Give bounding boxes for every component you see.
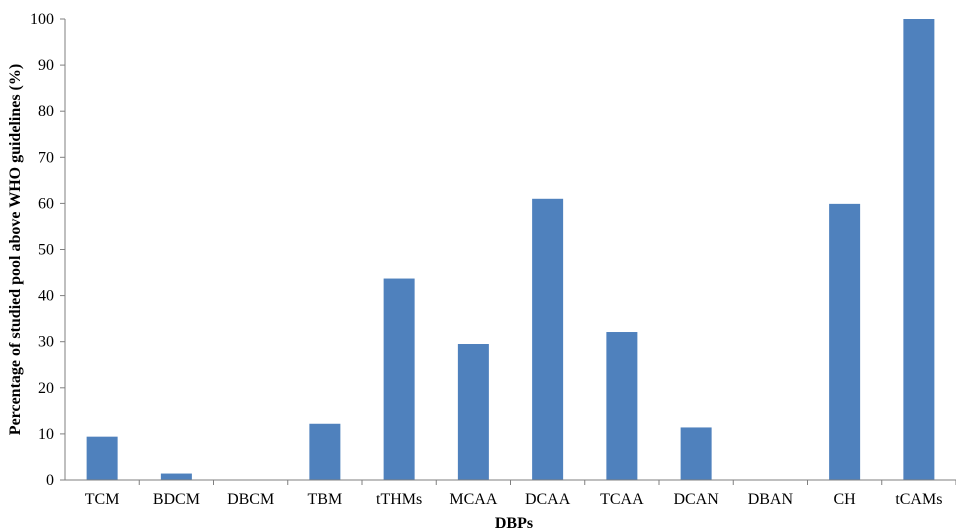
- x-tick-label: TBM: [308, 491, 343, 508]
- y-tick-label: 90: [38, 57, 54, 74]
- x-tick-label: DBCM: [227, 491, 274, 508]
- y-tick-label: 0: [46, 472, 54, 489]
- x-tick-label: DBAN: [748, 491, 794, 508]
- x-axis: TCM BDCM DBCM TBM tTHMs MCAA DCAA TCAA DCAN DBAN C…: [85, 480, 956, 508]
- bar-tthms: [383, 278, 415, 480]
- bar-tcams: [903, 19, 935, 480]
- x-tick-label: tCAMs: [895, 491, 942, 508]
- y-axis-title: Percentage of studied pool above WHO gui…: [7, 64, 24, 435]
- x-tick-label: TCM: [85, 491, 120, 508]
- y-tick-label: 40: [38, 288, 54, 305]
- x-tick-label: BDCM: [153, 491, 200, 508]
- x-tick-label: TCAA: [600, 491, 644, 508]
- y-tick-label: 50: [38, 242, 54, 259]
- y-tick-label: 100: [30, 11, 54, 28]
- x-tick-label: MCAA: [449, 491, 497, 508]
- x-axis-title: DBPs: [495, 515, 533, 532]
- y-tick-label: 80: [38, 103, 54, 120]
- y-axis: 0 10 20 30 40 50 60 70 80 90 100: [30, 11, 65, 489]
- bar-bdcm: [160, 473, 192, 480]
- y-tick-label: 10: [38, 426, 54, 443]
- bar-dcan: [680, 427, 712, 480]
- y-tick-label: 30: [38, 334, 54, 351]
- bar-dcaa: [532, 198, 564, 481]
- x-tick-label: tTHMs: [376, 491, 422, 508]
- bar-mcaa: [457, 344, 489, 480]
- y-tick-label: 20: [38, 380, 54, 397]
- bar-tbm: [309, 423, 341, 480]
- x-tick-label: DCAA: [525, 491, 571, 508]
- x-tick-label: DCAN: [673, 491, 719, 508]
- y-tick-label: 70: [38, 149, 54, 166]
- x-tick-label: CH: [834, 491, 857, 508]
- y-tick-label: 60: [38, 195, 54, 212]
- bar-tcaa: [606, 332, 638, 480]
- bar-series: [86, 19, 935, 481]
- bar-tcm: [86, 436, 118, 480]
- bar-ch: [829, 203, 861, 480]
